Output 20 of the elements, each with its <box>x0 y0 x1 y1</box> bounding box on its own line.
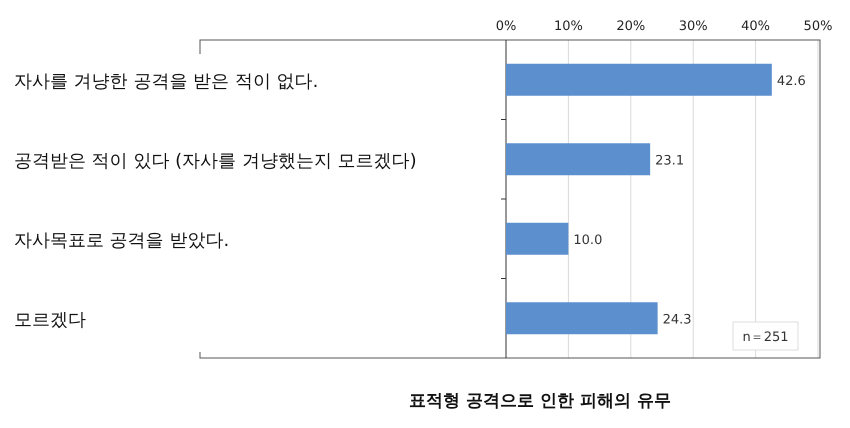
data-label: 24.3 <box>662 312 692 328</box>
bar <box>506 302 658 334</box>
x-tick-label: 0% <box>496 19 516 34</box>
x-tick-label: 10% <box>554 19 583 34</box>
y-tick-label: 모르겠다 <box>14 309 86 330</box>
text: 표적형 공격으로 인한 피해의 유무 <box>409 391 671 411</box>
data-label: 42.6 <box>776 74 806 89</box>
data-label: 10.0 <box>573 232 602 248</box>
x-tick-label: 50% <box>804 19 832 34</box>
y-tick-label: 자사를 겨냥한 공격을 받은 적이 없다. <box>14 70 318 92</box>
x-tick-label: 20% <box>616 19 646 34</box>
y-tick-label: 자사목표로 공격을 받았다. <box>14 230 230 251</box>
annotation: n＝251 <box>742 330 789 345</box>
x-tick-label: 40% <box>741 19 770 34</box>
bar <box>506 222 568 255</box>
bar <box>506 143 650 176</box>
bar <box>506 64 772 96</box>
x-tick-label: 30% <box>678 19 708 34</box>
y-tick-label: 공격받은 적이 있다 (자사를 겨냥했는지 모르겠다) <box>14 150 417 172</box>
data-label: 23.1 <box>655 153 684 168</box>
